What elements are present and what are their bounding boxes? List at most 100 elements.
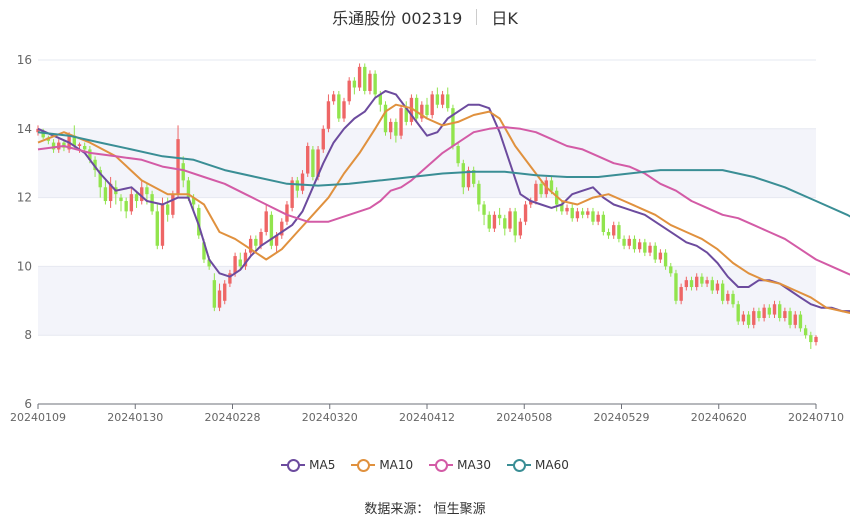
- candle: [746, 314, 751, 325]
- candle: [679, 287, 683, 301]
- candle: [637, 242, 642, 250]
- candle: [316, 149, 320, 177]
- candle: [529, 201, 533, 205]
- candle: [601, 214, 606, 232]
- candle: [274, 235, 279, 246]
- candle: [165, 204, 170, 215]
- candle: [420, 104, 424, 119]
- candle: [487, 214, 491, 229]
- candle: [596, 214, 600, 222]
- candle: [466, 170, 471, 188]
- candle: [669, 266, 673, 274]
- legend-item-ma5[interactable]: MA5: [281, 458, 335, 472]
- candle: [93, 159, 97, 171]
- candle: [471, 170, 476, 184]
- candle: [482, 204, 486, 215]
- candle: [357, 66, 362, 88]
- candle: [534, 183, 538, 202]
- candle: [352, 80, 357, 88]
- period-label: 日K: [491, 9, 518, 28]
- y-axis: 6 8 10 12 14 16: [17, 53, 32, 411]
- x-axis: 20240109 20240130 20240228 20240320 20240412…: [10, 403, 844, 424]
- candle: [741, 314, 746, 322]
- candle: [306, 146, 310, 174]
- candle: [254, 238, 258, 246]
- candle: [632, 238, 637, 250]
- legend-item-ma30[interactable]: MA30: [429, 458, 491, 472]
- candle: [103, 187, 108, 202]
- legend-marker-icon: [429, 458, 454, 472]
- candle: [383, 104, 388, 133]
- candle: [684, 280, 689, 288]
- candle: [575, 211, 580, 219]
- candle: [176, 139, 180, 195]
- candle: [280, 221, 284, 236]
- candle: [793, 314, 797, 325]
- series-line-ma5: [37, 90, 850, 313]
- candle: [767, 307, 772, 315]
- candle: [710, 280, 714, 291]
- candle: [425, 104, 429, 116]
- candle: [772, 304, 777, 315]
- candle: [497, 214, 502, 219]
- candle: [197, 207, 201, 236]
- candle: [513, 211, 517, 236]
- candle: [51, 142, 56, 150]
- legend-label: MA5: [309, 458, 336, 472]
- candle: [119, 197, 123, 202]
- candle: [798, 314, 803, 329]
- candle: [451, 108, 455, 146]
- candle: [586, 211, 590, 215]
- y-tick-label: 12: [17, 191, 32, 205]
- candle: [508, 211, 512, 229]
- candle: [108, 183, 113, 202]
- candle: [617, 225, 621, 239]
- legend-marker-icon: [507, 458, 532, 472]
- x-tick-label: 20240710: [788, 411, 844, 424]
- candle: [134, 194, 139, 202]
- candle: [658, 252, 663, 260]
- candle: [539, 183, 543, 195]
- candle: [98, 170, 102, 188]
- candle: [414, 97, 419, 119]
- candle: [778, 304, 782, 318]
- legend-item-ma10[interactable]: MA10: [351, 458, 413, 472]
- chart-title: 乐通股份 002319 日K: [0, 5, 850, 29]
- candle: [140, 187, 144, 202]
- candle: [331, 94, 336, 102]
- candle: [36, 128, 40, 133]
- candle: [570, 207, 574, 219]
- candle: [783, 311, 787, 318]
- candle: [207, 259, 211, 267]
- candle: [248, 238, 253, 253]
- candle: [612, 225, 616, 236]
- x-tick-label: 20240109: [10, 411, 66, 424]
- candle: [803, 328, 808, 336]
- candle: [259, 232, 263, 246]
- candle: [440, 94, 445, 105]
- candle: [394, 121, 398, 136]
- grid-bands: [38, 128, 816, 336]
- candle: [82, 146, 87, 150]
- candle: [129, 194, 134, 212]
- candle: [518, 221, 523, 236]
- candle: [726, 293, 730, 301]
- series-line-ma30: [37, 126, 850, 276]
- candle: [399, 108, 403, 136]
- y-tick-label: 16: [17, 53, 32, 67]
- source-label: 数据来源：: [364, 502, 430, 517]
- y-tick-label: 14: [17, 122, 32, 136]
- x-tick-label: 20240130: [107, 411, 163, 424]
- candle: [456, 146, 460, 164]
- candle: [269, 214, 274, 246]
- x-tick-label: 20240508: [496, 411, 552, 424]
- source-name: 恒生聚源: [433, 502, 486, 517]
- candle: [606, 232, 611, 236]
- candle: [389, 121, 393, 133]
- legend-item-ma60[interactable]: MA60: [507, 458, 569, 472]
- grid-band: [38, 128, 816, 198]
- candle: [181, 163, 185, 181]
- candle: [653, 245, 657, 260]
- legend-label: MA10: [379, 458, 414, 472]
